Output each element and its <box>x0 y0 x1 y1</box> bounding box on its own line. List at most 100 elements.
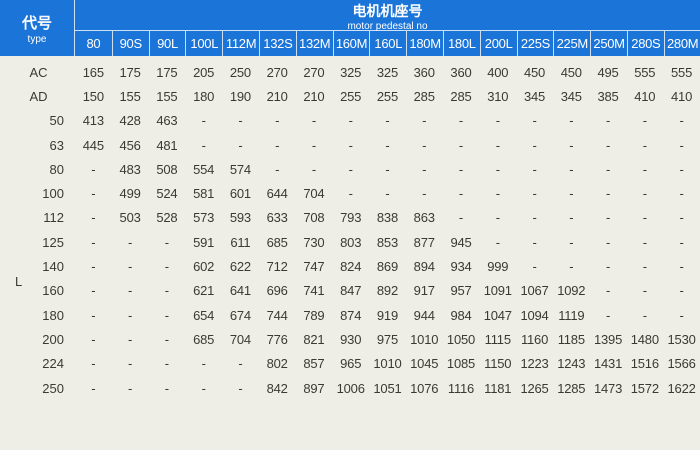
table-cell: 644 <box>266 186 288 202</box>
table-cell: - <box>532 259 537 275</box>
table-cell: 463 <box>156 113 178 129</box>
table-cell: - <box>91 307 96 323</box>
table-cell: 385 <box>597 88 619 104</box>
table-cell: 555 <box>634 64 656 80</box>
table-cell: 1395 <box>593 331 623 347</box>
table-cell: 621 <box>193 283 215 299</box>
table-cell: 1051 <box>373 380 402 396</box>
table-cell: - <box>458 113 464 129</box>
table-cell: - <box>532 210 537 226</box>
table-cell: 360 <box>450 64 472 80</box>
table-cell: - <box>385 161 390 177</box>
table-cell: - <box>385 113 390 129</box>
table-cell: - <box>532 137 537 153</box>
table-header: 代号 type 电机机座号 motor pedestal no 80 90S 90L… <box>0 0 700 56</box>
table-cell: - <box>458 137 464 153</box>
row-label: AD <box>29 88 48 104</box>
table-cell: - <box>458 210 464 226</box>
table-row: 140 - - - 602 622 712 747 824 869 894 934 999 - - - - - <box>0 254 700 278</box>
table-cell: 877 <box>413 234 435 250</box>
table-cell: 622 <box>229 259 251 275</box>
table-cell: 285 <box>450 88 472 104</box>
table-cell: 210 <box>303 88 325 104</box>
row-label: 100 <box>42 186 64 202</box>
table-cell: 190 <box>229 88 251 104</box>
table-cell: 175 <box>119 64 141 80</box>
table-cell: 776 <box>266 331 288 347</box>
table-cell: 1622 <box>667 380 696 396</box>
table-cell: 934 <box>450 259 472 275</box>
table-cell: 210 <box>266 88 288 104</box>
table-cell: 1067 <box>520 283 549 299</box>
table-cell: - <box>679 137 684 153</box>
table-row: 80 - 483 508 554 574 - - - - - - - - - - - - <box>0 157 700 181</box>
table-cell: 601 <box>229 186 251 202</box>
table-cell: - <box>605 186 611 202</box>
table-cell: 255 <box>376 88 398 104</box>
table-cell: 1115 <box>484 331 511 347</box>
row-label: 125 <box>42 234 64 250</box>
table-cell: 984 <box>450 307 472 323</box>
table-cell: - <box>201 113 206 129</box>
pedestal-header: 电机机座号 motor pedestal no <box>75 0 700 32</box>
table-cell: - <box>128 234 133 250</box>
table-cell: 897 <box>303 380 325 396</box>
table-cell: - <box>569 210 574 226</box>
table-cell: - <box>569 186 574 202</box>
column-header: 180M <box>406 31 443 56</box>
table-cell: 857 <box>303 356 325 372</box>
table-cell: 708 <box>303 210 325 226</box>
table-cell: - <box>532 186 537 202</box>
table-cell: 1085 <box>446 356 476 372</box>
table-cell: - <box>605 307 611 323</box>
table-cell: 1566 <box>667 356 696 372</box>
row-label: AC <box>29 64 48 80</box>
table-cell: 654 <box>193 307 215 323</box>
table-cell: - <box>532 234 537 250</box>
table-row: 50 413 428 463 - - - - - - - - - - - - - - <box>0 109 700 133</box>
table-cell: 802 <box>266 356 288 372</box>
table-cell: - <box>642 259 647 275</box>
table-cell: - <box>495 210 500 226</box>
row-label: 160 <box>42 283 64 299</box>
table-cell: 892 <box>376 283 398 299</box>
table-cell: 481 <box>156 137 178 153</box>
table-cell: 1160 <box>520 331 549 347</box>
column-header: 180L <box>442 31 480 56</box>
table-cell: 573 <box>193 210 215 226</box>
table-cell: 450 <box>560 64 582 80</box>
type-header: 代号 type <box>0 0 75 56</box>
table-cell: 704 <box>229 331 251 347</box>
table-cell: 270 <box>266 64 288 80</box>
table-cell: 360 <box>413 64 435 80</box>
table-cell: 450 <box>523 64 546 80</box>
table-row: 180 - - - 654 674 744 789 874 919 944 984 1047 1094 11… <box>0 303 700 327</box>
table-cell: 975 <box>376 331 398 347</box>
table-cell: - <box>91 234 96 250</box>
table-cell: - <box>642 113 647 129</box>
table-cell: 869 <box>376 259 398 275</box>
table-cell: - <box>679 234 684 250</box>
column-header: 280S <box>626 31 664 56</box>
table-row: 112 - 503 528 573 593 633 708 793 838 863 - - - - - - - <box>0 206 700 230</box>
table-cell: 410 <box>671 88 693 104</box>
table-cell: - <box>128 307 133 323</box>
table-cell: 965 <box>340 356 362 372</box>
table-cell: - <box>605 161 611 177</box>
table-row: 200 - - - 685 704 776 821 930 975 1010 1050 1115 1160… <box>0 327 700 351</box>
table-cell: 250 <box>229 64 251 80</box>
table-body: AC 165 175 175 205 250 270 270 325 325 360 360 400 45… <box>0 60 700 400</box>
table-cell: - <box>569 161 574 177</box>
table-cell: 789 <box>303 307 325 323</box>
table-cell: - <box>569 113 574 129</box>
table-cell: - <box>422 161 427 177</box>
table-cell: - <box>348 186 353 202</box>
column-header: 80 <box>86 36 101 51</box>
table-cell: 894 <box>413 259 435 275</box>
table-cell: - <box>311 113 316 129</box>
table-cell: 641 <box>229 283 251 299</box>
type-header-zh: 代号 <box>21 15 52 32</box>
table-cell: 633 <box>266 210 288 226</box>
table-cell: - <box>679 113 684 129</box>
table-cell: 499 <box>119 186 141 202</box>
